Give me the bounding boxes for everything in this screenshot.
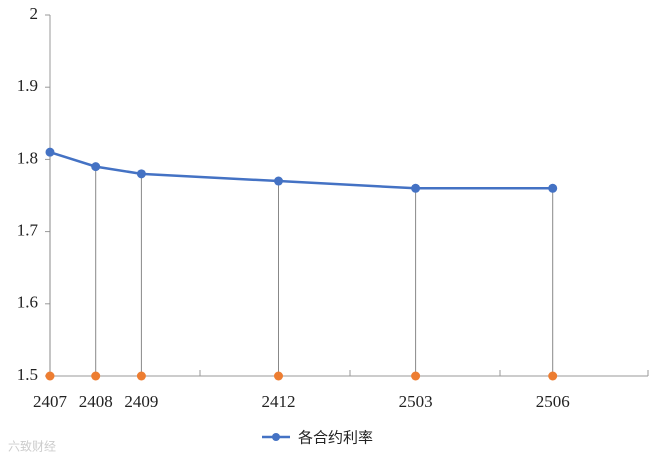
point	[548, 371, 558, 381]
point	[136, 371, 146, 381]
legend-label: 各合约利率	[298, 429, 373, 447]
y-tick-label: 2	[30, 4, 39, 23]
y-tick-label: 1.9	[17, 76, 38, 95]
point	[91, 371, 101, 381]
watermark: 六致财经	[8, 440, 56, 454]
point	[91, 162, 101, 172]
series-line	[49, 150, 553, 190]
point	[274, 176, 283, 186]
point	[45, 147, 55, 157]
legend-marker	[272, 433, 280, 441]
y-tick-label: 1.7	[17, 221, 39, 240]
y-tick-label: 1.6	[17, 293, 38, 312]
point	[411, 183, 421, 193]
x-tick-label: 2408	[79, 392, 113, 411]
x-tick-label: 2503	[399, 392, 433, 411]
point	[548, 183, 558, 193]
y-tick-label: 1.8	[17, 148, 38, 167]
x-tick-label: 2412	[262, 392, 296, 411]
y-tick-label: 1.5	[17, 365, 38, 384]
x-tick-label: 2506	[536, 392, 570, 411]
point	[45, 371, 55, 381]
point	[136, 169, 146, 179]
point	[274, 371, 283, 381]
x-minor-ticks	[199, 370, 649, 376]
point	[411, 371, 421, 381]
x-tick-label: 2407	[33, 392, 68, 411]
x-tick-label: 2409	[124, 392, 158, 411]
